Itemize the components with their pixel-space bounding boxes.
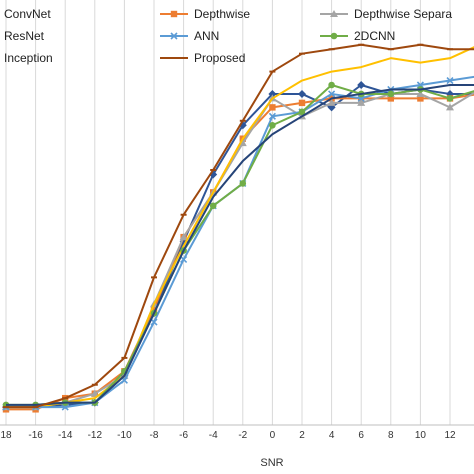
- data-point: [269, 121, 276, 129]
- legend: ConvNet Depthwise Depthwise Separa ResNet AN…: [4, 7, 452, 65]
- data-point: [269, 104, 276, 111]
- x-tick-label: -10: [117, 430, 132, 441]
- x-tick-label: -8: [150, 430, 159, 441]
- data-point: [327, 98, 336, 106]
- series-proposed: [3, 43, 474, 409]
- legend-item: ANN: [160, 29, 219, 43]
- data-point: [446, 103, 454, 111]
- data-point: [179, 233, 188, 241]
- x-axis-title: SNR: [260, 457, 283, 469]
- x-tick-label: 10: [415, 430, 427, 441]
- data-point: [417, 95, 424, 102]
- x-tick-label: -6: [179, 430, 188, 441]
- legend-label: 2DCNN: [354, 29, 395, 43]
- series-2dcnn: [2, 81, 474, 409]
- data-point: [298, 99, 306, 107]
- data-point: [268, 112, 276, 120]
- series-line: [6, 46, 474, 409]
- x-tick-label: 6: [358, 430, 364, 441]
- x-tick-labels: 18 -16 -14 -12 -10 -8 -6 -4 -2 0 2 4 6 8 10 12: [0, 430, 456, 441]
- legend-item: 2DCNN: [320, 29, 395, 43]
- legend-label: ResNet: [4, 29, 45, 43]
- x-tick-label: -16: [28, 430, 43, 441]
- legend-label: Depthwise Separa: [354, 7, 452, 21]
- x-tick-label: 18: [0, 430, 12, 441]
- legend-label: Inception: [4, 51, 53, 65]
- data-point: [357, 81, 366, 89]
- x-tick-label: -14: [58, 430, 73, 441]
- data-point: [170, 32, 178, 40]
- data-point: [298, 108, 306, 116]
- series-layer: [2, 43, 474, 413]
- x-tick-label: -12: [88, 430, 103, 441]
- series-resnet: [6, 46, 474, 409]
- legend-item: Depthwise Separa: [320, 7, 452, 21]
- x-tick-label: 4: [329, 430, 335, 441]
- legend-label: ConvNet: [4, 7, 51, 21]
- data-point: [268, 89, 277, 98]
- legend-label: ANN: [194, 29, 219, 43]
- x-tick-label: 2: [299, 430, 305, 441]
- series-inception: [6, 84, 474, 406]
- x-tick-label: 0: [270, 430, 276, 441]
- legend-item: ResNet: [4, 29, 45, 43]
- data-point: [239, 180, 247, 187]
- data-point: [209, 202, 217, 210]
- x-tick-label: -2: [238, 430, 247, 441]
- legend-label: Depthwise: [194, 7, 250, 21]
- x-tick-label: 12: [444, 430, 456, 441]
- legend-item: Proposed: [160, 51, 245, 65]
- data-point: [387, 95, 394, 102]
- series-line: [6, 84, 474, 406]
- data-point: [387, 90, 395, 98]
- data-point: [416, 89, 425, 97]
- series-ann: [2, 75, 474, 411]
- data-point: [180, 255, 188, 264]
- legend-item: Depthwise: [160, 7, 250, 21]
- legend-item: Inception: [4, 51, 53, 65]
- data-point: [150, 318, 158, 326]
- data-point: [328, 81, 335, 89]
- x-tick-label: 8: [388, 430, 394, 441]
- legend-item: ConvNet: [4, 7, 51, 21]
- data-point: [330, 32, 338, 40]
- data-point: [150, 305, 158, 312]
- data-point: [446, 76, 454, 85]
- data-point: [90, 389, 99, 397]
- x-tick-label: -4: [209, 430, 218, 441]
- data-point: [238, 139, 247, 147]
- data-point: [328, 90, 336, 98]
- legend-label: Proposed: [194, 51, 245, 65]
- data-point: [330, 10, 338, 17]
- data-point: [357, 98, 366, 106]
- data-point: [298, 89, 306, 98]
- data-point: [446, 95, 454, 102]
- series-line: [6, 84, 474, 409]
- data-point: [170, 10, 178, 18]
- series-line: [6, 84, 474, 406]
- series-depthwise: [2, 93, 474, 413]
